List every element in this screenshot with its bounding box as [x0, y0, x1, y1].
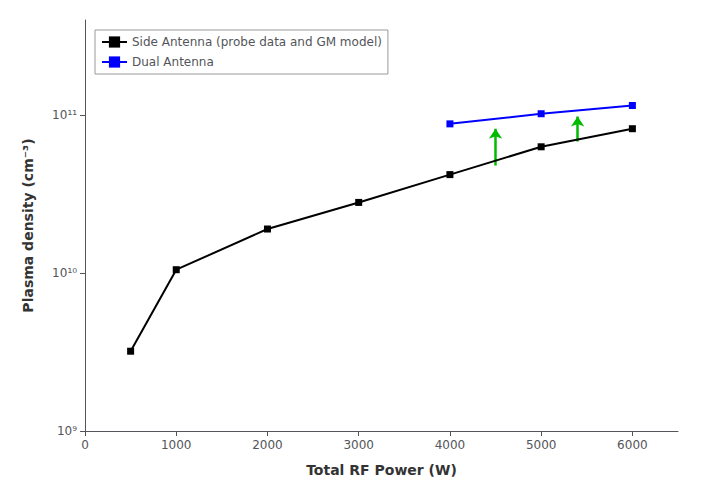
svg-text:3000: 3000: [343, 438, 374, 452]
svg-text:4000: 4000: [435, 438, 466, 452]
svg-text:2000: 2000: [252, 438, 283, 452]
svg-text:5000: 5000: [526, 438, 557, 452]
svg-text:10⁹: 10⁹: [57, 424, 77, 438]
svg-text:0: 0: [81, 438, 89, 452]
svg-text:10¹¹: 10¹¹: [52, 108, 77, 122]
svg-text:10¹⁰: 10¹⁰: [52, 266, 77, 280]
svg-text:6000: 6000: [617, 438, 648, 452]
svg-text:Total RF Power (W): Total RF Power (W): [306, 462, 457, 478]
svg-text:1000: 1000: [161, 438, 192, 452]
svg-text:Side Antenna (probe data and G: Side Antenna (probe data and GM model): [132, 35, 382, 49]
svg-text:Dual Antenna: Dual Antenna: [132, 55, 214, 69]
svg-text:Plasma density (cm⁻³): Plasma density (cm⁻³): [20, 138, 36, 312]
